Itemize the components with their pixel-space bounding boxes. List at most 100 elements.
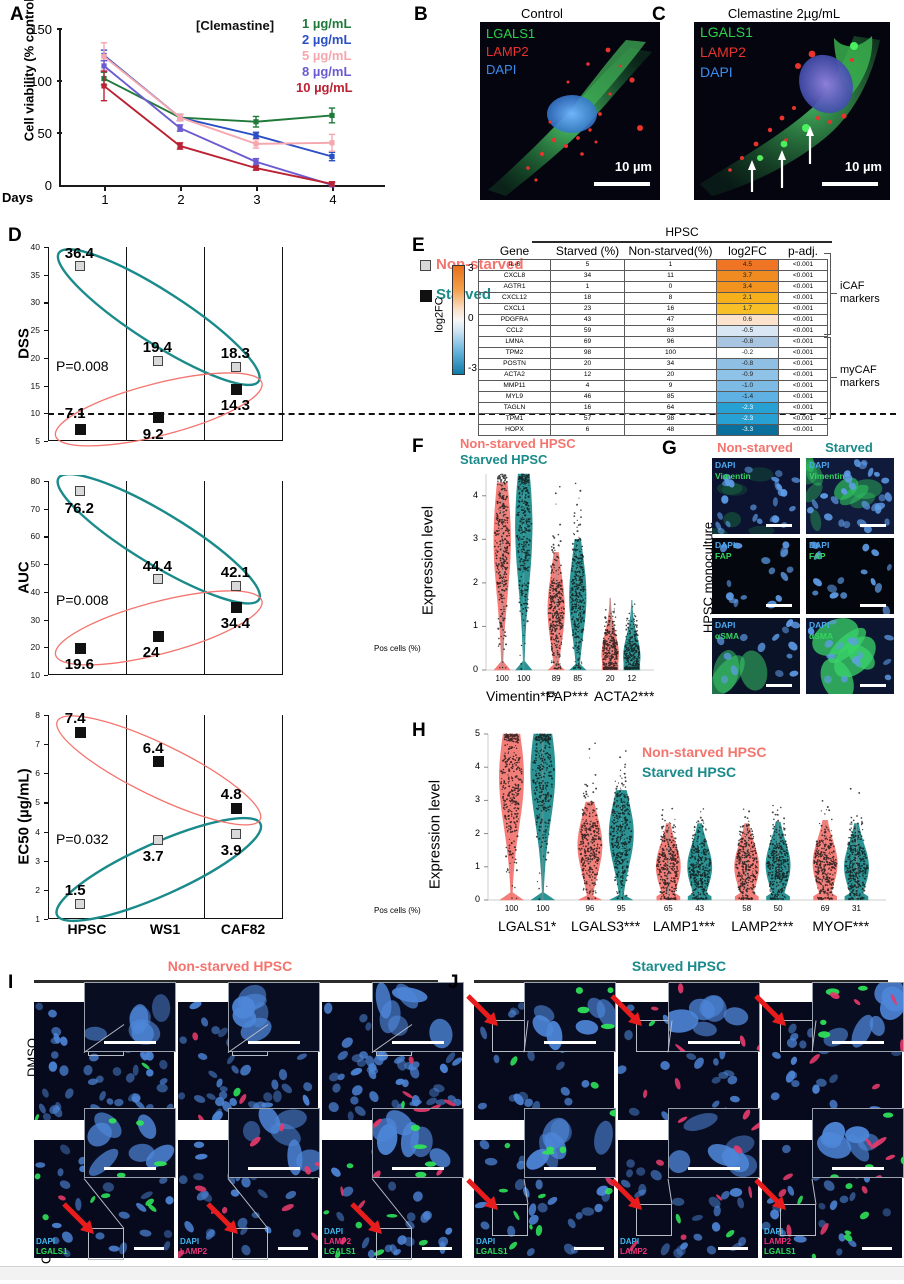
panel-e-cell-starved-pct: 23 bbox=[551, 304, 625, 315]
panel-d-marker-nonstarved bbox=[75, 899, 85, 909]
panel-j-red-arrow bbox=[752, 1176, 794, 1218]
panel-a-legend-10: 10 µg/mL bbox=[296, 80, 353, 95]
panel-d-value-label: 4.8 bbox=[221, 786, 242, 803]
panel-d-ylabel-1: AUC bbox=[16, 518, 33, 638]
panel-e-colorbar bbox=[452, 265, 465, 375]
panel-b-title: Control bbox=[442, 6, 642, 21]
panel-g-scalebar bbox=[766, 524, 792, 527]
panel-b-image: LGALS1 LAMP2 DAPI 10 µm bbox=[480, 22, 660, 200]
panel-d-marker-starved bbox=[75, 424, 86, 435]
panel-a-marker bbox=[253, 141, 258, 146]
panel-e-cell-nonstarved-pct: 47 bbox=[625, 315, 717, 326]
panel-d-value-label: 18.3 bbox=[221, 345, 250, 362]
panel-d-value-label: 42.1 bbox=[221, 564, 250, 581]
panel-e-cell-nonstarved-pct: 16 bbox=[625, 304, 717, 315]
panel-d-marker-starved bbox=[231, 602, 242, 613]
panel-i-inset-scalebar bbox=[248, 1041, 300, 1045]
panel-j-title: Starved HPSC bbox=[474, 958, 884, 974]
panel-g-micrographs: G Non-starved Starved HPSC monoculture D… bbox=[660, 432, 904, 712]
panel-d-frame-right-2 bbox=[282, 715, 283, 919]
panel-e-cell-gene: TAGLN bbox=[479, 403, 551, 414]
panel-a-line-1 bbox=[104, 55, 332, 156]
panel-d-marker-starved bbox=[153, 631, 164, 642]
panel-j-letter: J bbox=[448, 972, 459, 994]
panel-a-ytick-50: 50 bbox=[18, 126, 52, 141]
panel-j-channel-label: LGALS1 bbox=[764, 1247, 796, 1256]
panel-e-colorbar-tick-high: 3 bbox=[468, 263, 474, 274]
panel-e-bracket-label-icaf: iCAF markers bbox=[840, 280, 900, 306]
panel-j-inset-scalebar bbox=[544, 1167, 596, 1171]
panel-e-cell-p-adj: <0.001 bbox=[779, 337, 828, 348]
panel-a-xtick-4: 4 bbox=[321, 192, 345, 207]
panel-d-ytick-1: 70 bbox=[22, 504, 40, 514]
panel-e-cell-nonstarved-pct: 34 bbox=[625, 359, 717, 370]
panel-a-legend-title: [Clemastine] bbox=[196, 18, 274, 33]
panel-a-ytickmark-50 bbox=[57, 132, 62, 134]
panel-e-cell-log2fc: 3.7 bbox=[717, 271, 779, 282]
panel-d-ytickmark bbox=[44, 330, 48, 331]
panel-d-ytickmark bbox=[44, 832, 48, 833]
panel-b-channel-lamp2: LAMP2 bbox=[486, 44, 529, 59]
panel-e-cell-log2fc: -2.3 bbox=[717, 403, 779, 414]
panel-a-marker bbox=[177, 115, 182, 120]
panel-c-microscopy: C Clemastine 2µg/mL bbox=[650, 0, 904, 210]
panel-e-col-header-3: log2FC bbox=[717, 243, 779, 260]
panel-j-inset-scalebar bbox=[832, 1041, 884, 1045]
panel-e-cell-gene: CXCL12 bbox=[479, 293, 551, 304]
panel-d-separator bbox=[126, 715, 127, 919]
panel-j-channel-label: DAPI bbox=[620, 1237, 639, 1246]
panel-d-ylabel-0: DSS bbox=[16, 284, 33, 404]
panel-e-letter: E bbox=[412, 235, 425, 257]
panel-e-cell-starved-pct: 20 bbox=[551, 359, 625, 370]
panel-f-poscells: 100 bbox=[508, 674, 540, 683]
panel-d-marker-starved bbox=[75, 727, 86, 738]
panel-h-y-axis-label: Expression level bbox=[427, 770, 444, 900]
panel-i-channel-label: LGALS1 bbox=[324, 1247, 356, 1256]
panel-e-cell-starved-pct: 69 bbox=[551, 337, 625, 348]
panel-e-cell-gene: LMNA bbox=[479, 337, 551, 348]
panel-d-category-hpsc: HPSC bbox=[48, 921, 126, 937]
panel-d-ytick-2: 7 bbox=[22, 739, 40, 749]
panel-e-cell-nonstarved-pct: 20 bbox=[625, 370, 717, 381]
panel-c-image: LGALS1 LAMP2 DAPI 10 µm bbox=[694, 22, 890, 200]
panel-i-micrographs: I Non-starved HPSC DMSO Clemastine (2µg/… bbox=[0, 958, 444, 1276]
panel-e-group-title: HPSC bbox=[532, 225, 832, 239]
panel-d-marker-starved bbox=[153, 756, 164, 767]
panel-d-ytick-2: 2 bbox=[22, 885, 40, 895]
panel-e-cell-gene: IL-6 bbox=[479, 260, 551, 271]
panel-e-cell-starved-pct: 5 bbox=[551, 260, 625, 271]
panel-d-ytickmark bbox=[44, 744, 48, 745]
panel-a-xtick-3: 3 bbox=[245, 192, 269, 207]
panel-a-line-2 bbox=[104, 56, 332, 143]
panel-i-red-arrow bbox=[204, 1200, 246, 1242]
panel-j-scalebar bbox=[862, 1247, 892, 1251]
panel-e-cell-gene: TPM1 bbox=[479, 414, 551, 425]
panel-f-ytick: 2 bbox=[466, 577, 478, 587]
panel-a-xtickmark-3 bbox=[256, 185, 258, 191]
panel-d-value-label: 34.4 bbox=[221, 615, 250, 632]
panel-d-ylabel-2: EC50 (µg/mL) bbox=[16, 757, 33, 877]
panel-d-pvalue-0: P=0.008 bbox=[56, 358, 109, 374]
panel-e-cell-p-adj: <0.001 bbox=[779, 260, 828, 271]
panel-d-value-label: 36.4 bbox=[65, 245, 94, 262]
panel-d-ytick-0: 10 bbox=[22, 408, 40, 418]
panel-i-channel-label: LAMP2 bbox=[180, 1247, 207, 1256]
panel-e-cell-log2fc: 0.6 bbox=[717, 315, 779, 326]
panel-j-inset bbox=[668, 982, 760, 1052]
panel-a-ytickmark-100 bbox=[57, 80, 62, 82]
panel-e-cell-p-adj: <0.001 bbox=[779, 271, 828, 282]
panel-e-cell-starved-pct: 59 bbox=[551, 326, 625, 337]
panel-d-ytickmark bbox=[44, 564, 48, 565]
panel-e-cell-p-adj: <0.001 bbox=[779, 370, 828, 381]
panel-e-cell-starved-pct: 4 bbox=[551, 381, 625, 392]
panel-d-separator bbox=[204, 247, 205, 441]
panel-e-cell-log2fc: 2.1 bbox=[717, 293, 779, 304]
panel-c-title: Clemastine 2µg/mL bbox=[674, 6, 894, 21]
panel-e-cell-p-adj: <0.001 bbox=[779, 315, 828, 326]
panel-a-marker bbox=[253, 159, 258, 164]
